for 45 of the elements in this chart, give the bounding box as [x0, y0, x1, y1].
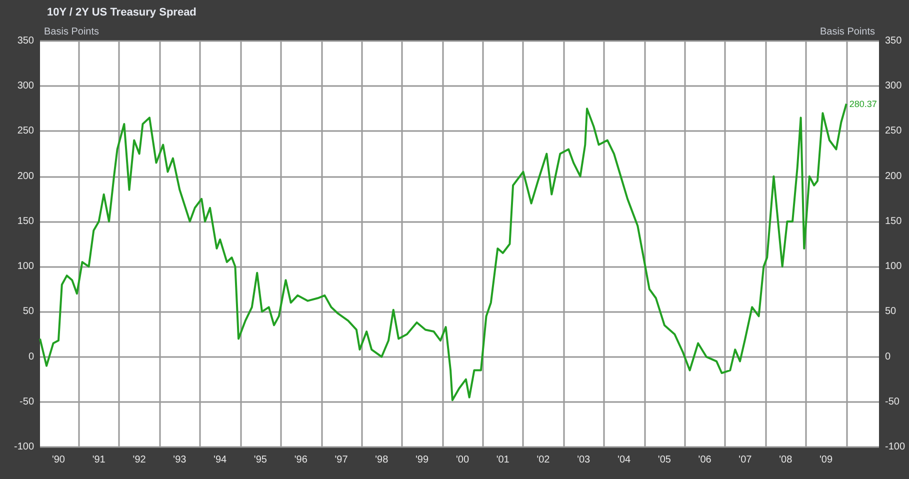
- x-tick-label: '91: [92, 454, 106, 466]
- y-tick-label: 350: [17, 36, 34, 46]
- y2-tick-label: -50: [885, 396, 900, 408]
- chart-title: 10Y / 2Y US Treasury Spread: [47, 6, 196, 18]
- x-tick-label: '07: [738, 454, 752, 466]
- x-tick-label: '03: [577, 454, 591, 466]
- x-tick-label: '09: [820, 454, 833, 466]
- x-tick-label: '92: [132, 454, 146, 466]
- y2-tick-label: 200: [885, 170, 902, 182]
- y-tick-label: -100: [14, 442, 34, 452]
- x-tick-label: '08: [779, 454, 793, 466]
- y2-tick-label: 100: [885, 261, 902, 272]
- y-axis-title: Basis Points: [44, 26, 100, 38]
- y2-tick-label: -100: [885, 442, 906, 452]
- y-tick-label: 0: [28, 351, 34, 362]
- x-tick-label: '01: [496, 454, 510, 466]
- y-tick-label: 50: [22, 306, 34, 318]
- y-tick-label: 250: [17, 126, 34, 137]
- y2-tick-label: 350: [885, 36, 902, 46]
- x-tick-label: '97: [334, 454, 348, 466]
- x-tick-label: '00: [456, 454, 470, 466]
- y-tick-label: 300: [17, 80, 34, 92]
- y2-tick-label: 150: [885, 216, 902, 227]
- x-tick-label: '93: [173, 454, 187, 466]
- x-tick-label: '02: [536, 454, 550, 466]
- x-tick-label: '95: [254, 454, 268, 466]
- y-tick-label: -50: [20, 396, 34, 408]
- y-tick-label: 100: [17, 261, 34, 272]
- line-series: [39, 102, 848, 402]
- x-tick-label: '96: [294, 454, 308, 466]
- x-tick-label: '05: [658, 454, 672, 466]
- y2-axis-title: Basis Points: [820, 26, 875, 38]
- y-tick-label: 150: [17, 216, 34, 227]
- y2-tick-label: 250: [885, 126, 902, 137]
- y-tick-label: 200: [17, 170, 34, 182]
- x-tick-label: '94: [214, 454, 227, 466]
- x-tick-label: '99: [415, 454, 429, 466]
- y2-tick-label: 50: [885, 306, 897, 318]
- x-tick-label: '04: [618, 454, 632, 466]
- y2-tick-label: 0: [885, 351, 891, 362]
- y2-tick-label: 300: [885, 80, 902, 92]
- x-tick-label: '06: [698, 454, 712, 466]
- x-tick-label: '98: [375, 454, 389, 466]
- x-tick-label: '90: [52, 454, 66, 466]
- annotation: 280.37: [849, 98, 877, 109]
